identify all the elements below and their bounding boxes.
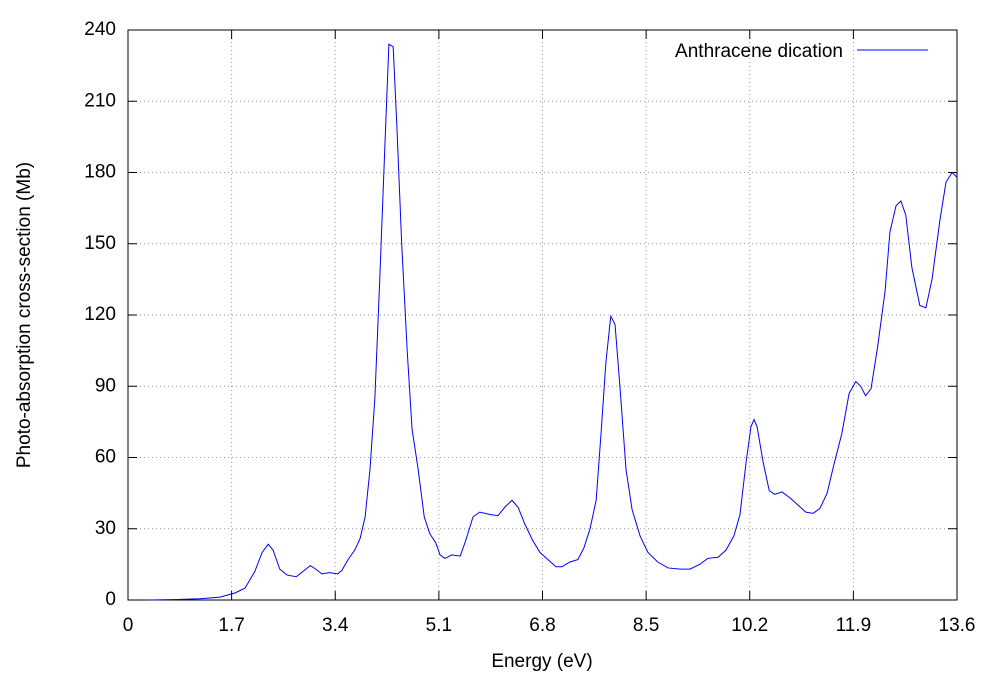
x-tick-label: 6.8	[529, 615, 555, 636]
y-tick-label: 0	[105, 589, 116, 610]
y-tick-label: 120	[84, 304, 116, 325]
y-tick-label: 90	[95, 375, 116, 396]
y-tick-label: 180	[84, 162, 116, 183]
x-tick-label: 0	[123, 615, 134, 636]
y-tick-label: 150	[84, 233, 116, 254]
x-tick-label: 13.6	[939, 615, 976, 636]
x-tick-label: 3.4	[322, 615, 349, 636]
x-tick-label: 8.5	[633, 615, 659, 636]
legend-label: Anthracene dication	[675, 41, 843, 62]
data-line	[149, 43, 958, 601]
x-axis-label: Energy (eV)	[491, 651, 592, 672]
x-tick-label: 5.1	[426, 615, 452, 636]
x-tick-label: 11.9	[836, 615, 872, 636]
x-tick-label: 1.7	[218, 615, 244, 636]
x-tick-label: 10.2	[731, 615, 768, 636]
y-tick-label: 30	[95, 518, 116, 539]
y-axis-label: Photo-absorption cross-section (Mb)	[14, 162, 35, 468]
plot-frame	[127, 29, 958, 601]
y-tick-label: 240	[84, 19, 116, 40]
y-tick-label: 210	[84, 90, 116, 111]
y-tick-label: 60	[95, 447, 116, 468]
